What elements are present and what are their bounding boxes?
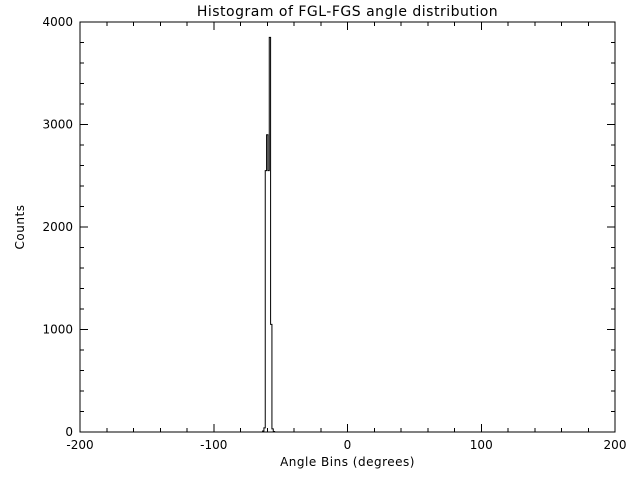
histogram-series	[261, 36, 276, 433]
y-axis-label: Counts	[13, 204, 27, 250]
x-tick-label: 100	[470, 438, 493, 452]
x-tick-label: 200	[604, 438, 627, 452]
x-tick-label: 0	[344, 438, 352, 452]
x-tick-label: -200	[66, 438, 93, 452]
x-tick-label: -100	[200, 438, 227, 452]
chart-title: Histogram of FGL-FGS angle distribution	[196, 4, 499, 20]
x-axis-label: Angle Bins (degrees)	[280, 455, 415, 469]
y-tick-label: 0	[65, 425, 73, 439]
y-tick-label: 2000	[42, 220, 73, 234]
y-tick-label: 4000	[42, 15, 73, 29]
y-tick-label: 3000	[42, 118, 73, 132]
axes-box	[79, 21, 616, 433]
y-tick-label: 1000	[42, 323, 73, 337]
